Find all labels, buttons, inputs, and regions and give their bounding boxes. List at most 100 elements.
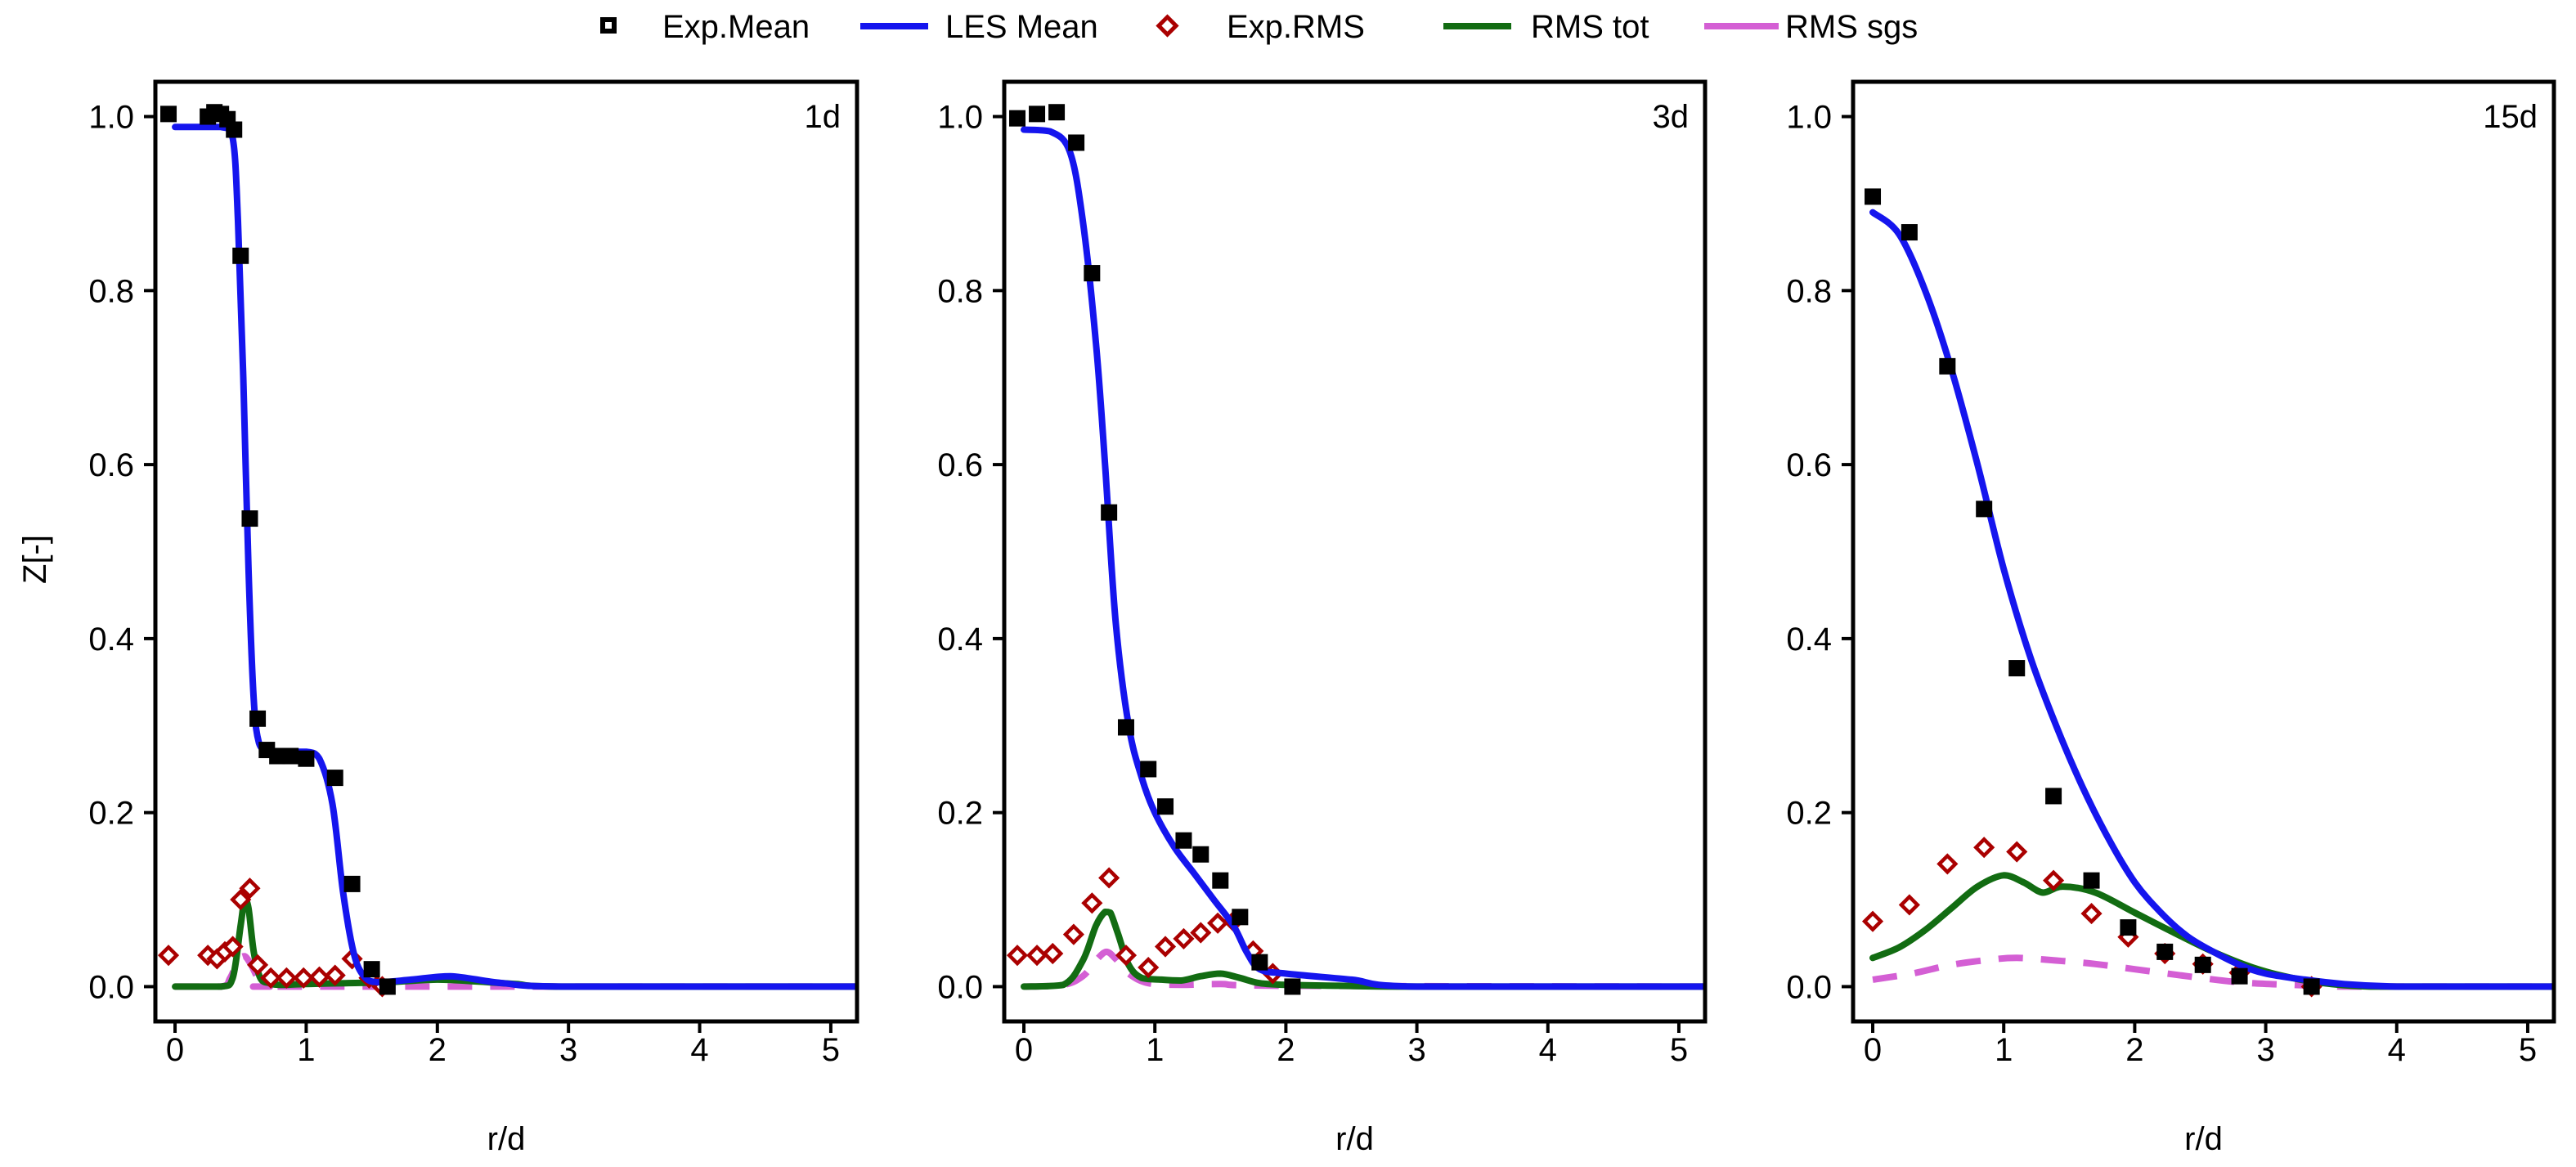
exp-mean-point — [326, 770, 343, 787]
panel-label: 15d — [2483, 99, 2538, 135]
x-tick-label: 0 — [1864, 1032, 1882, 1068]
exp-mean-point — [1939, 357, 1956, 375]
exp-mean-point — [1140, 761, 1157, 778]
exp-rms-point — [1006, 945, 1029, 967]
x-tick-label: 1 — [297, 1032, 315, 1068]
legend-label-rms-sgs: RMS sgs — [1785, 9, 1918, 45]
legend-label-les-mean: LES Mean — [945, 9, 1098, 45]
exp-mean-point — [2194, 956, 2211, 973]
exp-rms-point — [276, 967, 298, 989]
legend-marker-exp-mean-center — [605, 22, 612, 29]
exp-rms-point — [1190, 922, 1212, 944]
y-tick-label: 0.8 — [88, 273, 134, 309]
y-axis-title: Z[-] — [17, 535, 53, 584]
x-tick-label: 3 — [2256, 1032, 2274, 1068]
exp-mean-point — [269, 747, 286, 765]
legend-label-exp-rms: Exp.RMS — [1227, 9, 1365, 45]
exp-mean-point — [1029, 105, 1046, 123]
exp-mean-point — [232, 247, 249, 264]
exp-rms-point — [1154, 936, 1177, 958]
exp-mean-point — [2231, 967, 2248, 985]
x-tick-label: 0 — [166, 1032, 184, 1068]
y-tick-label: 0.2 — [88, 796, 134, 832]
exp-rms-point — [2043, 869, 2065, 891]
y-tick-label: 1.0 — [937, 100, 983, 136]
exp-mean-point — [241, 510, 258, 527]
x-tick-label: 3 — [1407, 1032, 1425, 1068]
legend-entry-les-mean: LES Mean — [860, 9, 1098, 45]
exp-mean-point — [1157, 798, 1174, 815]
panel-frame — [153, 79, 859, 1024]
exp-mean-point — [2045, 788, 2062, 805]
y-tick-label: 0.4 — [937, 622, 983, 658]
rms-tot-line — [1869, 872, 2554, 990]
panels: 0 1 2 3 4 5 0.0 0.2 0.4 0.6 0.8 1.0 r/d 1d 0 1 2 3 4 5 0.0 0.… — [88, 79, 2556, 1157]
y-tick-label: 0.0 — [88, 969, 134, 1005]
x-tick-label: 4 — [690, 1032, 708, 1068]
exp-rms-point — [1936, 853, 1959, 875]
y-tick-label: 1.0 — [1786, 100, 1832, 136]
x-tick-label: 1 — [1995, 1032, 2013, 1068]
x-tick-label: 2 — [1277, 1032, 1295, 1068]
exp-mean-point — [1976, 500, 1993, 518]
exp-rms-point — [293, 967, 315, 989]
y-tick-label: 0.4 — [88, 622, 134, 658]
exp-mean-point — [343, 875, 361, 892]
exp-rms-point — [157, 945, 180, 967]
exp-rms-point — [1098, 867, 1120, 889]
y-tick-label: 0.4 — [1786, 622, 1832, 658]
plot-area — [1006, 104, 1705, 995]
x-axis-title: r/d — [2184, 1121, 2223, 1157]
legend-entry-exp-mean: Exp.Mean — [600, 9, 810, 45]
exp-rms-point — [260, 967, 282, 989]
exp-mean-point — [2008, 660, 2026, 677]
legend-marker-exp-rms — [1156, 14, 1179, 38]
legend-label-exp-mean: Exp.Mean — [662, 9, 810, 45]
x-tick-label: 0 — [1015, 1032, 1033, 1068]
plot-area — [157, 104, 857, 998]
exp-rms-point — [1042, 942, 1064, 965]
y-tick-label: 0.0 — [937, 969, 983, 1005]
exp-rms-point — [1898, 894, 1920, 916]
exp-rms-point — [2006, 841, 2028, 863]
exp-mean-point — [1865, 188, 1882, 205]
exp-rms-point — [1062, 923, 1084, 945]
exp-rms-point — [1115, 945, 1138, 967]
y-tick-label: 0.2 — [937, 796, 983, 832]
panel-3d: 0 1 2 3 4 5 0.0 0.2 0.4 0.6 0.8 1.0 r/d 3d — [937, 79, 1708, 1157]
exp-mean-point — [2303, 978, 2320, 995]
les-mean-line — [172, 123, 857, 990]
exp-mean-point — [1068, 134, 1085, 151]
exp-rms-point — [230, 888, 252, 911]
exp-mean-point — [1117, 719, 1134, 736]
exp-mean-point — [379, 978, 396, 995]
y-tick-label: 1.0 — [88, 100, 134, 136]
exp-mean-point — [226, 121, 243, 138]
les-mean-line — [1869, 209, 2554, 990]
plot-area — [1861, 188, 2554, 998]
exp-mean-point — [1212, 872, 1229, 889]
panel-label: 3d — [1653, 99, 1690, 135]
exp-rms-point — [1973, 837, 1995, 859]
les-mean-line — [1021, 126, 1705, 990]
panel-1d: 0 1 2 3 4 5 0.0 0.2 0.4 0.6 0.8 1.0 r/d 1d — [88, 79, 859, 1157]
exp-mean-point — [1009, 110, 1026, 127]
exp-rms-point — [324, 964, 346, 986]
exp-mean-point — [1101, 504, 1118, 521]
panel-frame — [1851, 79, 2556, 1024]
rms-sgs-line — [1872, 954, 2554, 990]
legend: Exp.Mean LES Mean Exp.RMS RMS tot RMS sg… — [600, 9, 1918, 45]
exp-mean-point — [1192, 846, 1209, 863]
exp-rms-point — [222, 936, 244, 958]
legend-entry-rms-sgs: RMS sgs — [1704, 9, 1918, 45]
x-tick-label: 1 — [1146, 1032, 1164, 1068]
x-tick-label: 5 — [822, 1032, 840, 1068]
exp-rms-point — [1173, 927, 1195, 950]
exp-mean-point — [2156, 943, 2174, 960]
y-tick-label: 0.6 — [88, 447, 134, 483]
exp-mean-point — [1175, 832, 1192, 849]
exp-mean-point — [1084, 265, 1101, 282]
rms-tot-line — [1021, 909, 1705, 990]
x-tick-label: 4 — [1539, 1032, 1557, 1068]
